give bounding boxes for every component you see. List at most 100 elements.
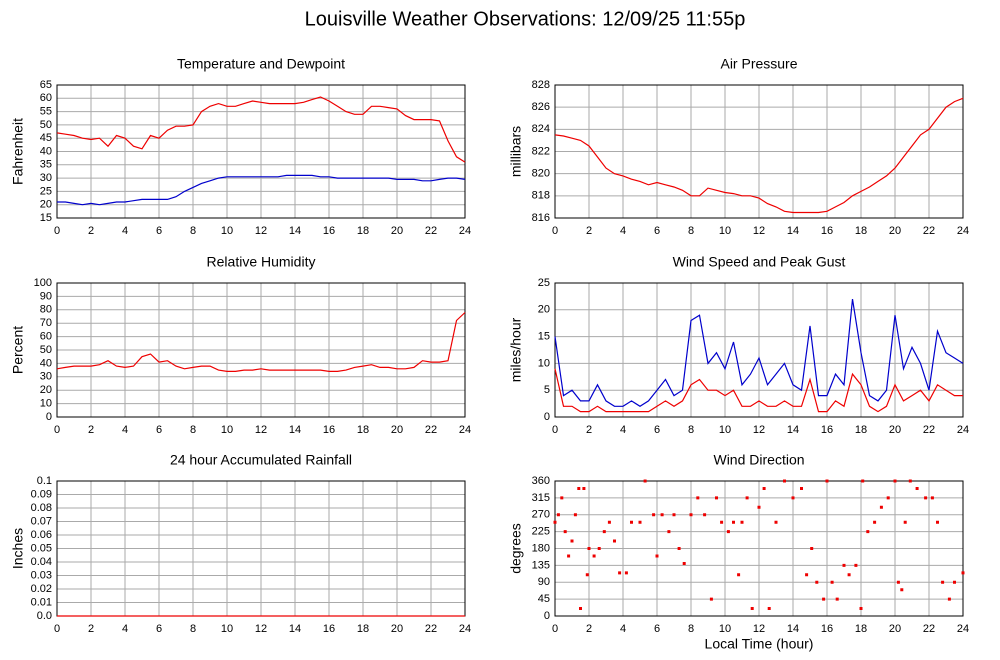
y-tick-label: 0.07 (31, 515, 52, 527)
point (930, 496, 934, 500)
point (767, 607, 771, 610)
y-tick-label: 816 (532, 212, 550, 224)
x-tick-label: 20 (391, 424, 403, 436)
x-tick-label: 2 (586, 225, 592, 237)
x-tick-label: 2 (586, 623, 592, 635)
x-tick-label: 16 (323, 424, 335, 436)
y-tick-label: 315 (532, 492, 550, 504)
y-tick-label: 90 (40, 290, 52, 302)
x-tick-label: 8 (190, 623, 196, 635)
x-tick-label: 24 (957, 424, 969, 436)
y-tick-label: 10 (538, 357, 550, 369)
point (582, 487, 586, 490)
point (689, 513, 693, 517)
x-tick-label: 12 (753, 225, 765, 237)
x-tick-label: 6 (156, 623, 162, 635)
point (791, 496, 795, 500)
x-tick-label: 8 (688, 623, 694, 635)
y-tick-label: 820 (532, 168, 550, 180)
x-tick-label: 2 (586, 424, 592, 436)
point (903, 520, 907, 524)
y-tick-label: 0.01 (31, 596, 52, 608)
x-tick-label: 0 (552, 424, 558, 436)
x-tick-label: 20 (391, 225, 403, 237)
y-tick-label: 45 (538, 593, 550, 605)
x-tick-label: 14 (787, 225, 799, 237)
point (624, 571, 628, 575)
point (573, 513, 577, 517)
x-tick-label: 18 (855, 225, 867, 237)
point (774, 520, 778, 524)
y-tick-label: 826 (532, 101, 550, 113)
y-tick-label: 50 (40, 119, 52, 131)
y-tick-label: 70 (40, 317, 52, 329)
x-tick-label: 4 (122, 424, 128, 436)
point (556, 513, 560, 517)
x-tick-label: 24 (459, 225, 471, 237)
point (866, 530, 870, 534)
series-line (554, 97, 964, 214)
x-tick-label: 8 (688, 424, 694, 436)
point (592, 554, 596, 558)
x-tick-label: 8 (190, 225, 196, 237)
x-tick-label: 4 (620, 424, 626, 436)
y-tick-label: 824 (532, 123, 550, 135)
y-tick-label: 0.03 (31, 569, 52, 581)
y-tick-label: 60 (40, 92, 52, 104)
y-tick-label: 30 (40, 172, 52, 184)
point (879, 505, 883, 509)
y-tick-label: 25 (40, 185, 52, 197)
x-tick-label: 2 (88, 623, 94, 635)
point (703, 513, 707, 517)
plot-frame (56, 282, 466, 418)
page-title: Louisville Weather Observations: 12/09/2… (305, 8, 746, 30)
point (732, 520, 735, 524)
x-tick-label: 10 (719, 225, 731, 237)
point (936, 520, 939, 524)
point (762, 487, 766, 490)
point (941, 580, 945, 584)
x-tick-label: 10 (221, 225, 233, 237)
x-tick-label: 12 (753, 623, 765, 635)
x-tick-label: 12 (255, 623, 267, 635)
point (745, 496, 749, 500)
point (672, 513, 676, 517)
point (886, 496, 890, 500)
x-tick-label: 6 (156, 225, 162, 237)
y-tick-label: 225 (532, 526, 550, 538)
x-tick-label: 24 (459, 424, 471, 436)
y-tick-label: 135 (532, 559, 550, 571)
y-tick-label: 45 (40, 132, 52, 144)
y-tick-label: 0.05 (31, 542, 52, 554)
x-tick-label: 20 (889, 424, 901, 436)
point (660, 513, 664, 517)
y-tick-label: 270 (532, 509, 550, 521)
point (677, 547, 681, 550)
point (682, 562, 686, 565)
x-tick-label: 10 (719, 424, 731, 436)
x-tick-label: 20 (889, 225, 901, 237)
point (737, 573, 741, 577)
point (893, 479, 897, 483)
y-tick-label: 10 (40, 398, 52, 410)
y-axis-label: Inches (10, 528, 26, 569)
point (602, 530, 606, 534)
x-tick-label: 0 (54, 225, 60, 237)
chart-title: Wind Direction (713, 452, 804, 468)
y-tick-label: 0.06 (31, 529, 52, 541)
point (638, 520, 642, 524)
x-tick-label: 22 (425, 424, 437, 436)
y-tick-label: 180 (532, 542, 550, 554)
x-tick-label: 14 (289, 225, 301, 237)
point (577, 487, 581, 490)
y-tick-label: 5 (544, 384, 550, 396)
y-axis-label: millibars (508, 126, 524, 177)
point (607, 520, 611, 524)
point (961, 571, 965, 575)
x-tick-label: 14 (787, 623, 799, 635)
point (587, 547, 591, 550)
x-tick-label: 10 (221, 424, 233, 436)
x-tick-label: 16 (821, 623, 833, 635)
series-line (554, 368, 963, 413)
